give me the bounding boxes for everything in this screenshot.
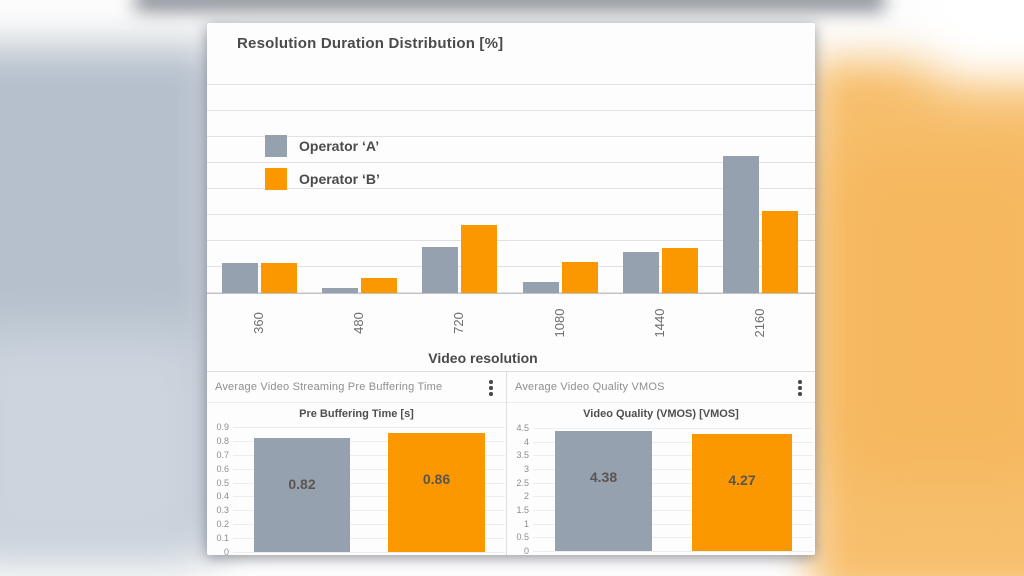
gridline bbox=[233, 538, 505, 539]
gridline bbox=[233, 455, 505, 456]
bar-operator-b-2160 bbox=[762, 211, 798, 293]
background-blur-top-right-fade bbox=[930, 0, 1024, 80]
bar-operator-a-2160 bbox=[723, 156, 759, 293]
vmos-chart-title: Video Quality (VMOS) [VMOS] bbox=[583, 408, 739, 420]
y-tick-0.1: 0.1 bbox=[216, 533, 229, 543]
bar-value-label: 4.27 bbox=[728, 472, 756, 488]
bar-value-label: 0.86 bbox=[422, 471, 451, 487]
y-tick-0.2: 0.2 bbox=[216, 519, 229, 529]
x-axis-title: Video resolution bbox=[428, 350, 538, 366]
y-tick-0.5: 0.5 bbox=[516, 532, 529, 542]
panel-header-divider bbox=[207, 402, 506, 403]
x-tick-1440: 1440 bbox=[652, 308, 667, 338]
section-divider bbox=[207, 371, 815, 372]
y-tick-0.7: 0.7 bbox=[216, 450, 229, 460]
y-tick-3: 3 bbox=[523, 464, 529, 474]
x-tick-720: 720 bbox=[451, 312, 466, 334]
gridline bbox=[533, 510, 813, 511]
panel-vmos-title: Average Video Quality VMOS bbox=[515, 381, 665, 393]
gridline bbox=[233, 552, 505, 553]
background-blur-right-core bbox=[835, 150, 1024, 480]
y-tick-0.4: 0.4 bbox=[216, 491, 229, 501]
bar-operator-a-480 bbox=[322, 288, 358, 293]
gridline bbox=[533, 483, 813, 484]
panel-pre-buffering: Average Video Streaming Pre Buffering Ti… bbox=[207, 372, 506, 557]
x-tick-2160: 2160 bbox=[752, 308, 767, 338]
bar-operator-a: 4.38 bbox=[555, 431, 652, 551]
bar-operator-a-360 bbox=[222, 263, 258, 293]
y-tick-4.5: 4.5 bbox=[516, 423, 529, 433]
gridline bbox=[233, 510, 505, 511]
main-plot bbox=[207, 75, 815, 294]
y-tick-0.3: 0.3 bbox=[216, 505, 229, 515]
y-tick-0: 0 bbox=[223, 547, 229, 557]
kebab-menu-icon[interactable] bbox=[793, 379, 807, 397]
x-tick-1080: 1080 bbox=[552, 308, 567, 338]
pre-buffering-chart-title: Pre Buffering Time [s] bbox=[299, 408, 414, 420]
operator-b-swatch bbox=[265, 168, 287, 190]
y-tick-4: 4 bbox=[523, 437, 529, 447]
gridline bbox=[233, 427, 505, 428]
y-tick-1: 1 bbox=[523, 519, 529, 529]
legend-label-operator-b: Operator ‘B’ bbox=[299, 171, 380, 187]
gridline bbox=[233, 496, 505, 497]
dashboard-card: Resolution Duration Distribution [%] Ope… bbox=[207, 23, 815, 557]
gridline bbox=[233, 441, 505, 442]
gridline bbox=[533, 455, 813, 456]
panel-pre-buffering-title: Average Video Streaming Pre Buffering Ti… bbox=[215, 381, 443, 393]
background-blur-left-low bbox=[0, 330, 210, 560]
bar-operator-b-1080 bbox=[562, 262, 598, 293]
bar-operator-a-720 bbox=[422, 247, 458, 293]
y-tick-0: 0 bbox=[523, 546, 529, 556]
legend-label-operator-a: Operator ‘A’ bbox=[299, 138, 380, 154]
bottom-panels: Average Video Streaming Pre Buffering Ti… bbox=[207, 372, 815, 557]
bar-operator-b: 4.27 bbox=[692, 434, 792, 551]
gridline bbox=[533, 496, 813, 497]
bar-operator-b-360 bbox=[261, 263, 297, 293]
bar-value-label: 0.82 bbox=[288, 476, 316, 492]
gridline bbox=[233, 483, 505, 484]
operator-a-swatch bbox=[265, 135, 287, 157]
bar-operator-a: 0.82 bbox=[254, 438, 350, 552]
main-chart-title: Resolution Duration Distribution [%] bbox=[237, 35, 504, 52]
gridline bbox=[533, 442, 813, 443]
gridline bbox=[533, 551, 813, 552]
bar-operator-a-1440 bbox=[623, 252, 659, 293]
gridline bbox=[533, 524, 813, 525]
bar-operator-b: 0.86 bbox=[388, 433, 485, 552]
kebab-menu-icon[interactable] bbox=[484, 379, 498, 397]
gridline bbox=[233, 469, 505, 470]
y-tick-1.5: 1.5 bbox=[516, 505, 529, 515]
y-tick-0.8: 0.8 bbox=[216, 436, 229, 446]
x-tick-480: 480 bbox=[351, 312, 366, 334]
y-tick-0.6: 0.6 bbox=[216, 464, 229, 474]
legend-item-operator-a[interactable]: Operator ‘A’ bbox=[265, 135, 380, 157]
panel-vmos: Average Video Quality VMOS Video Quality… bbox=[507, 372, 815, 556]
y-tick-2: 2 bbox=[523, 491, 529, 501]
bar-operator-b-720 bbox=[461, 225, 497, 293]
gridline bbox=[533, 428, 813, 429]
x-tick-360: 360 bbox=[251, 312, 266, 334]
gridline bbox=[533, 469, 813, 470]
bar-value-label: 4.38 bbox=[589, 469, 618, 485]
legend-item-operator-b[interactable]: Operator ‘B’ bbox=[265, 168, 380, 190]
background-blur-top-band bbox=[135, 0, 885, 12]
bar-operator-a-1080 bbox=[523, 282, 559, 293]
y-tick-3.5: 3.5 bbox=[516, 450, 529, 460]
gridline bbox=[533, 537, 813, 538]
bar-operator-b-480 bbox=[361, 278, 397, 293]
panel-header-divider bbox=[507, 402, 815, 403]
y-tick-2.5: 2.5 bbox=[516, 478, 529, 488]
y-tick-0.9: 0.9 bbox=[216, 422, 229, 432]
panel-divider bbox=[506, 372, 507, 555]
gridline bbox=[233, 524, 505, 525]
bar-operator-b-1440 bbox=[662, 248, 698, 293]
y-tick-0.5: 0.5 bbox=[216, 478, 229, 488]
chart-legend: Operator ‘A’ Operator ‘B’ bbox=[265, 135, 380, 201]
